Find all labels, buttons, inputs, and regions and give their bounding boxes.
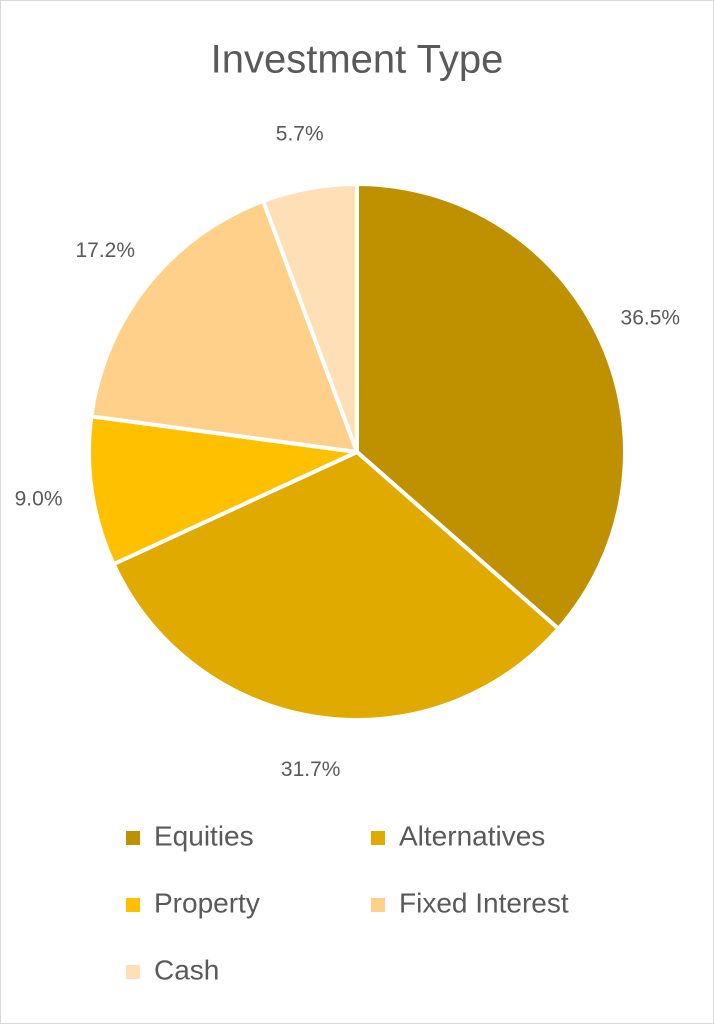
legend-swatch <box>126 965 140 979</box>
pie-slice <box>87 414 359 567</box>
chart-title: Investment Type <box>211 38 504 82</box>
data-label: 17.2% <box>75 239 135 262</box>
legend-label: Property <box>154 887 260 918</box>
pie-slice <box>261 182 359 454</box>
legend-label: Fixed Interest <box>399 887 569 918</box>
legend-label: Alternatives <box>399 820 545 851</box>
pie-slice <box>355 182 627 631</box>
legend-swatch <box>371 898 385 912</box>
legend-swatch <box>371 831 385 845</box>
data-label: 5.7% <box>276 123 324 146</box>
legend-label: Equities <box>154 820 254 851</box>
legend-label: Cash <box>154 954 219 985</box>
pie-slice <box>111 450 561 722</box>
legend-swatch <box>126 831 140 845</box>
pie-slice <box>89 198 359 454</box>
data-label: 31.7% <box>281 758 341 781</box>
legend-swatch <box>126 898 140 912</box>
data-label: 9.0% <box>15 487 63 510</box>
data-label: 36.5% <box>621 307 681 330</box>
